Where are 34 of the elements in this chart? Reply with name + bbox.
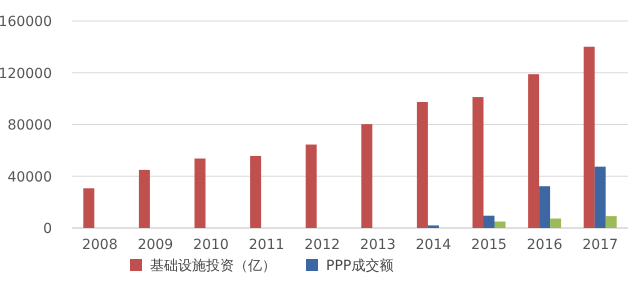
bar xyxy=(138,170,150,228)
legend-label: 基础设施投资（亿） xyxy=(150,258,276,274)
x-tick-label: 2011 xyxy=(248,237,284,253)
y-tick-label: 120000 xyxy=(0,66,52,82)
bar xyxy=(494,222,506,228)
y-tick-label: 80000 xyxy=(7,118,52,134)
bar xyxy=(194,158,206,228)
bar xyxy=(361,124,372,228)
bar xyxy=(550,218,562,228)
x-tick-label: 2013 xyxy=(360,237,396,253)
x-tick-label: 2009 xyxy=(138,237,174,253)
bar xyxy=(584,46,595,228)
y-tick-label: 160000 xyxy=(0,14,52,30)
bar xyxy=(250,156,262,228)
y-tick-label: 40000 xyxy=(7,169,52,186)
bar xyxy=(484,216,494,228)
bar xyxy=(83,188,94,228)
bar xyxy=(606,216,617,228)
x-tick-label: 2015 xyxy=(471,237,507,253)
bar xyxy=(306,144,317,228)
bar xyxy=(539,186,550,228)
x-tick-label: 2008 xyxy=(82,237,118,253)
legend-label: PPP成交额 xyxy=(326,258,394,274)
bar xyxy=(428,225,439,228)
bar xyxy=(594,166,606,228)
x-tick-label: 2010 xyxy=(193,237,229,253)
x-tick-label: 2016 xyxy=(526,237,562,253)
bar xyxy=(528,74,540,228)
x-tick-label: 2014 xyxy=(416,237,452,253)
bar xyxy=(416,102,428,228)
bar xyxy=(472,97,484,228)
x-tick-label: 2012 xyxy=(304,237,340,253)
y-tick-label: 0 xyxy=(43,221,52,237)
x-tick-label: 2017 xyxy=(582,237,618,253)
